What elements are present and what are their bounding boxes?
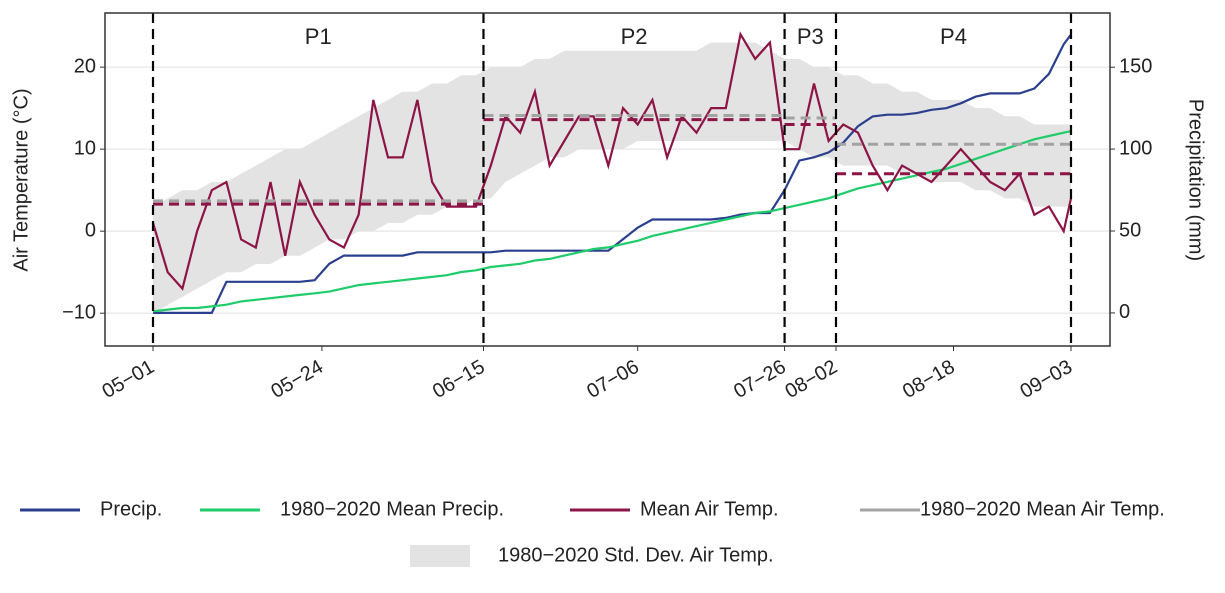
x-tick-label: 07−26	[730, 356, 790, 403]
period-label: P3	[797, 24, 824, 49]
y2-tick-label: 100	[1119, 137, 1152, 159]
y-tick-label: 10	[74, 137, 96, 159]
y2-axis-label: Precipitation (mm)	[1185, 99, 1207, 261]
legend-label: 1980−2020 Mean Precip.	[280, 498, 504, 520]
x-tick-label: 06−15	[429, 356, 489, 403]
y-tick-label: 0	[85, 219, 96, 241]
plot-border	[104, 12, 1111, 347]
y2-tick-label: 0	[1119, 301, 1130, 323]
period-label: P1	[305, 24, 332, 49]
y-tick-label: −10	[62, 301, 96, 323]
x-tick-label: 08−18	[899, 356, 959, 403]
series-line	[151, 31, 1073, 291]
x-tick-label: 09−03	[1016, 356, 1076, 403]
x-tick-label: 05−01	[98, 356, 158, 403]
legend-label: Mean Air Temp.	[640, 498, 779, 520]
x-tick-label: 07−06	[583, 356, 643, 403]
std-dev-band	[153, 42, 1071, 314]
y2-tick-label: 150	[1119, 55, 1152, 77]
y-tick-label: 20	[74, 55, 96, 77]
period-label: P2	[621, 24, 648, 49]
x-tick-label: 05−24	[267, 356, 327, 403]
legend-key	[410, 545, 470, 567]
legend-label: Precip.	[100, 498, 162, 520]
legend-label: 1980−2020 Mean Air Temp.	[920, 498, 1165, 520]
x-tick-label: 08−02	[781, 356, 841, 403]
legend-label: 1980−2020 Std. Dev. Air Temp.	[498, 544, 774, 566]
period-label: P4	[940, 24, 967, 49]
y-axis-label: Air Temperature (°C)	[10, 88, 32, 271]
y2-tick-label: 50	[1119, 219, 1141, 241]
